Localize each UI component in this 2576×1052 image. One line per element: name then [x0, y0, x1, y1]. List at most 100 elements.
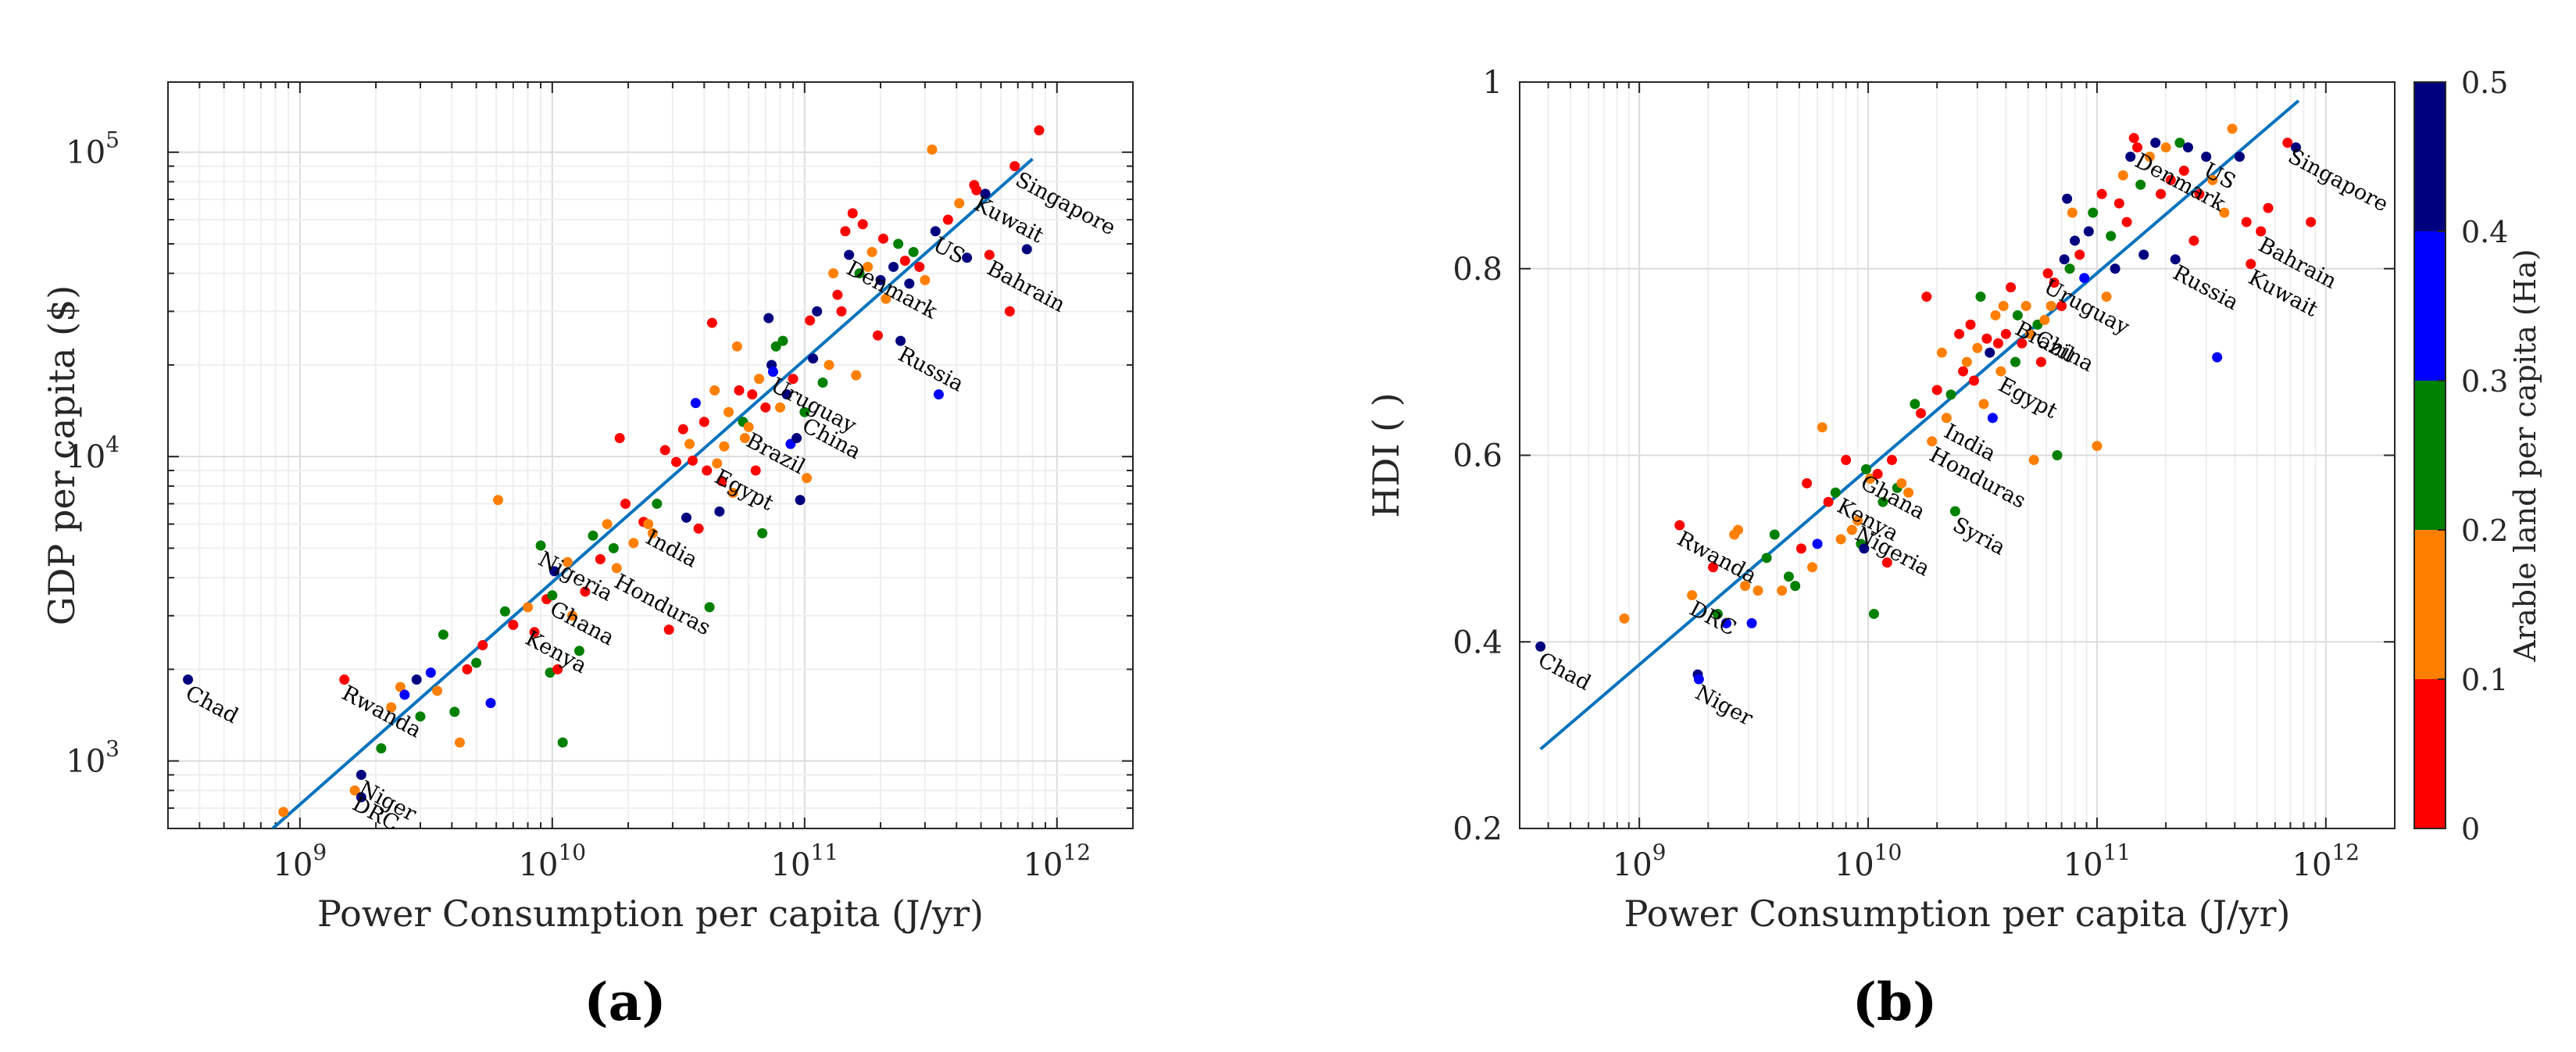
data-point	[454, 737, 465, 748]
data-point	[2110, 263, 2120, 274]
data-point	[647, 528, 658, 539]
data-point	[547, 590, 558, 601]
data-point	[1886, 454, 1897, 465]
data-point	[2056, 301, 2067, 311]
x-tick-label: 1011	[771, 839, 839, 883]
fit-line	[271, 157, 1034, 828]
data-point	[339, 674, 350, 685]
data-point	[2088, 207, 2099, 218]
data-point	[750, 465, 761, 476]
y-tick-label: 0.4	[1452, 624, 1502, 660]
data-point	[2291, 142, 2302, 153]
data-point	[681, 512, 691, 523]
data-point	[698, 417, 709, 428]
data-point	[462, 664, 473, 674]
data-point	[1916, 408, 1927, 419]
data-point	[2241, 216, 2252, 227]
data-point	[1004, 306, 1015, 317]
data-point	[677, 424, 688, 435]
data-point	[920, 274, 931, 285]
data-point	[1881, 557, 1892, 568]
data-point	[1954, 328, 1965, 339]
data-point	[802, 473, 813, 484]
data-point	[2170, 254, 2181, 265]
data-point	[980, 188, 991, 199]
data-point	[1807, 562, 1818, 573]
panel-label: (a)	[584, 971, 666, 1032]
data-point	[2227, 123, 2238, 134]
data-point	[1981, 333, 1992, 344]
data-point	[355, 769, 366, 780]
data-point	[2182, 142, 2193, 153]
data-point	[278, 807, 289, 818]
data-point	[2024, 328, 2035, 339]
x-tick-label: 1011	[2063, 839, 2131, 883]
data-point	[1965, 319, 1976, 330]
data-point	[595, 554, 606, 565]
plot-area	[1535, 99, 2317, 751]
data-point	[566, 610, 577, 621]
data-point	[962, 252, 973, 263]
data-point	[1995, 366, 2006, 377]
data-point	[2246, 259, 2256, 270]
country-label: Singapore	[2284, 144, 2392, 216]
data-point	[908, 246, 919, 257]
data-point	[706, 317, 717, 328]
plot-area	[183, 125, 1045, 828]
data-point	[2132, 142, 2143, 153]
data-point	[840, 226, 851, 237]
data-point	[1619, 613, 1630, 624]
data-point	[1910, 399, 1920, 410]
colorbar-tick-label: 0.1	[2461, 663, 2508, 697]
country-label: Bahrain	[983, 256, 1069, 317]
data-point	[552, 664, 563, 674]
data-point	[529, 627, 540, 638]
data-point	[2212, 352, 2223, 363]
data-point	[620, 498, 631, 509]
data-point	[791, 433, 802, 444]
data-point	[663, 624, 674, 635]
data-point	[1936, 347, 1947, 358]
data-point	[1732, 524, 1743, 535]
data-point	[693, 523, 704, 534]
colorbar-tick-label: 0.5	[2461, 66, 2508, 100]
data-point	[608, 542, 619, 553]
x-tick-label: 1012	[2292, 839, 2360, 883]
data-point	[723, 406, 734, 417]
data-point	[2064, 263, 2075, 274]
data-point	[770, 341, 781, 352]
data-point	[2113, 198, 2124, 209]
x-tick-label: 109	[1613, 839, 1667, 883]
data-point	[1674, 520, 1685, 531]
data-point	[523, 602, 534, 613]
data-point	[904, 278, 915, 289]
data-point	[1860, 463, 1871, 474]
data-point	[743, 421, 754, 432]
x-tick-label: 1010	[1835, 839, 1903, 883]
data-point	[812, 306, 823, 317]
data-point	[2049, 277, 2060, 288]
y-tick-label: 105	[66, 127, 120, 171]
data-point	[471, 657, 482, 668]
data-point	[1835, 534, 1846, 545]
data-point	[1841, 454, 1852, 465]
data-point	[863, 261, 874, 272]
data-point	[747, 389, 758, 400]
data-point	[704, 602, 715, 613]
axes-box	[1519, 81, 2396, 829]
colorbar-tick-label: 0.2	[2461, 513, 2508, 548]
data-point	[1712, 608, 1723, 619]
data-point	[2062, 193, 2073, 204]
data-point	[1795, 543, 1806, 554]
data-point	[2128, 133, 2139, 144]
data-point	[2234, 152, 2245, 162]
x-tick-label: 109	[273, 839, 327, 883]
data-point	[1535, 641, 1546, 652]
data-point	[2125, 152, 2136, 162]
country-label: India	[641, 525, 701, 572]
x-axis-label: Power Consumption per capita (J/yr)	[1624, 893, 2291, 935]
y-tick-label: 1	[1483, 65, 1502, 101]
data-point	[933, 389, 944, 400]
data-point	[739, 433, 750, 444]
